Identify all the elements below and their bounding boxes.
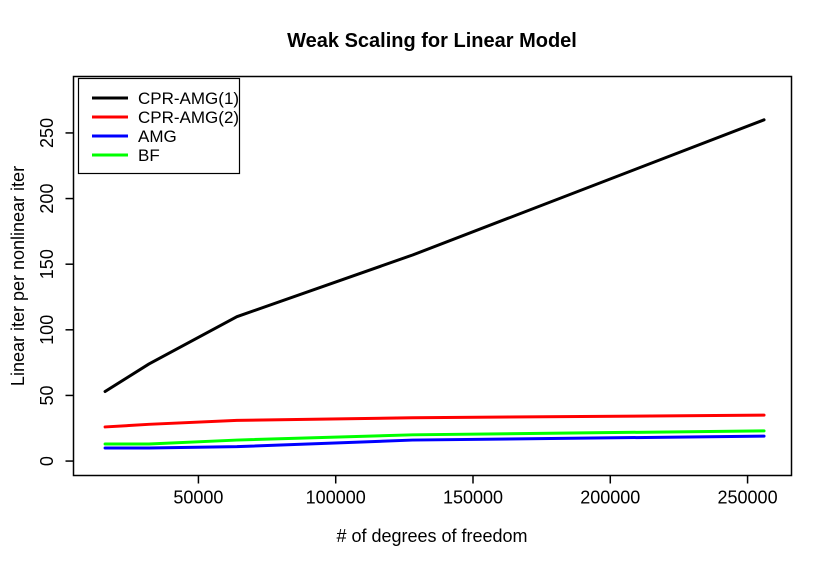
x-tick-label: 50000 <box>173 488 223 508</box>
series-line-bf <box>103 429 766 446</box>
series-lines <box>103 118 766 450</box>
y-tick-label: 100 <box>37 315 57 345</box>
series-line-amg <box>103 434 766 450</box>
x-tick-label: 150000 <box>443 488 503 508</box>
y-tick-label: 200 <box>37 184 57 214</box>
x-tick-label: 250000 <box>718 488 778 508</box>
y-tick-label: 150 <box>37 249 57 279</box>
y-tick-label: 50 <box>37 385 57 405</box>
y-tick-label: 0 <box>37 456 57 466</box>
legend-label-cpr-amg-2: CPR-AMG(2) <box>138 108 239 127</box>
x-tick-label: 200000 <box>580 488 640 508</box>
y-axis-label: Linear iter per nonlinear iter <box>8 166 28 386</box>
legend-label-bf: BF <box>138 146 160 165</box>
x-axis-label: # of degrees of freedom <box>336 526 527 546</box>
x-tick-label: 100000 <box>306 488 366 508</box>
y-tick-label: 250 <box>37 118 57 148</box>
plot-border <box>72 75 793 477</box>
legend-box <box>77 77 241 175</box>
chart-title: Weak Scaling for Linear Model <box>287 30 577 52</box>
y-axis-ticks: 0 50 100 150 200 250 <box>37 118 74 466</box>
series-line-cpr-amg-1 <box>103 118 766 393</box>
x-axis-ticks: 50000 100000 150000 200000 250000 <box>173 475 778 508</box>
legend-label-cpr-amg-1: CPR-AMG(1) <box>138 89 239 108</box>
series-line-cpr-amg-2 <box>103 413 766 429</box>
legend-label-amg: AMG <box>138 127 177 146</box>
